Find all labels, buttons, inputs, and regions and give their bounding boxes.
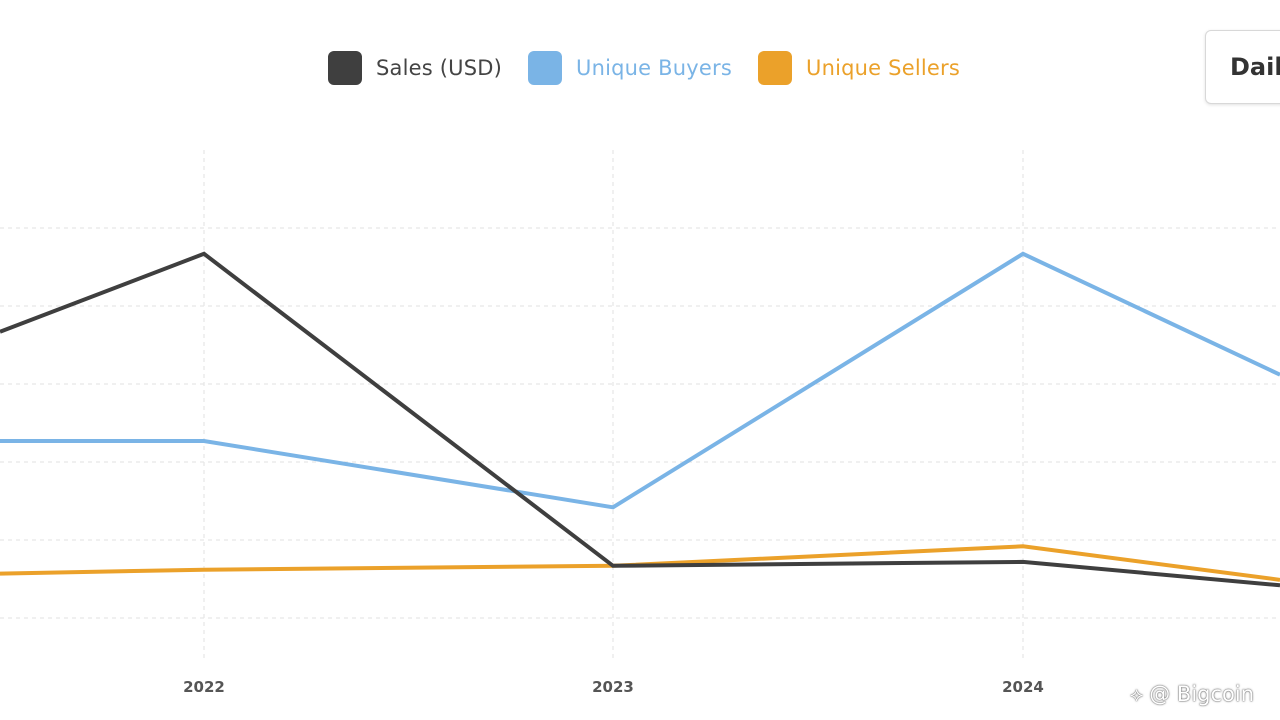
x-tick-label: 2022 — [183, 678, 225, 696]
legend-label-unique-buyers: Unique Buyers — [576, 56, 733, 80]
legend-label-sales: Sales (USD) — [376, 56, 503, 80]
watermark-text: @ Bigcoin — [1149, 682, 1255, 706]
legend-swatch-sales — [328, 51, 362, 85]
period-selector-button[interactable]: Daily — [1205, 30, 1280, 104]
legend-item-unique-sellers[interactable]: Unique Sellers — [758, 51, 960, 85]
x-axis-ticks: 2022 2023 2024 — [183, 678, 1044, 696]
legend-item-sales[interactable]: Sales (USD) — [328, 51, 502, 85]
legend-item-unique-buyers[interactable]: Unique Buyers — [528, 51, 732, 85]
series-line-unique-sellers — [0, 544, 1280, 582]
chart-legend: Sales (USD) Unique Buyers Unique Sellers — [328, 50, 986, 86]
bigcoin-logo-icon: ⟡ — [1130, 682, 1144, 706]
x-tick-label: 2024 — [1002, 678, 1044, 696]
chart-series — [0, 251, 1280, 588]
chart-grid — [0, 150, 1280, 660]
x-tick-label: 2023 — [592, 678, 634, 696]
legend-label-unique-sellers: Unique Sellers — [806, 56, 960, 80]
series-line-unique-buyers — [0, 251, 1280, 510]
legend-swatch-unique-sellers — [758, 51, 793, 85]
watermark: ⟡ @ Bigcoin — [1130, 682, 1254, 706]
series-line-sales-usd — [0, 251, 1280, 588]
legend-swatch-unique-buyers — [528, 51, 563, 85]
